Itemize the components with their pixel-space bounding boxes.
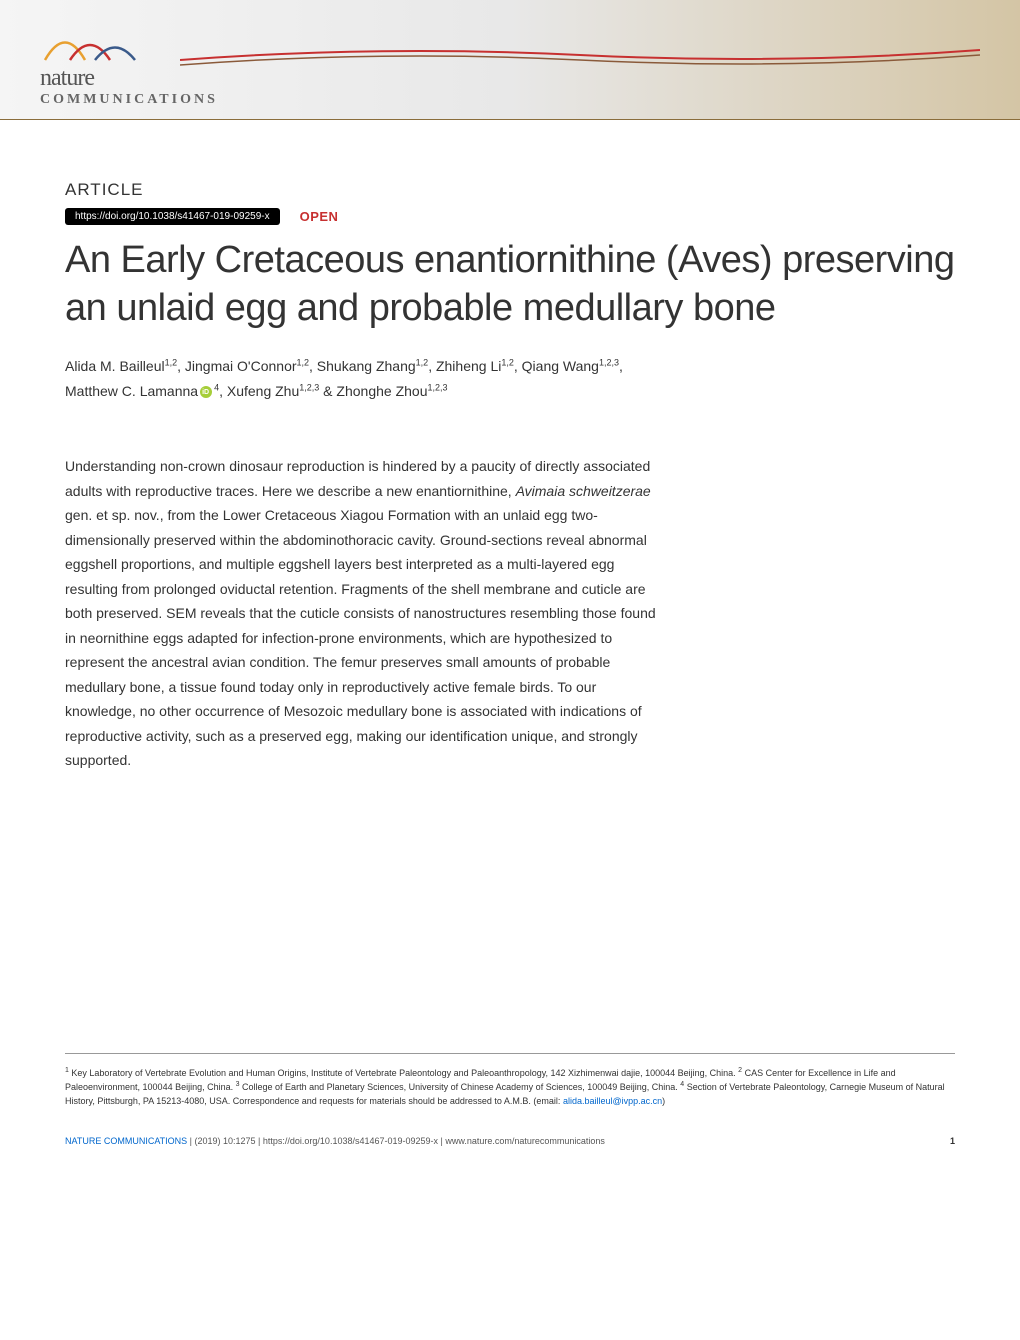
doi-row: https://doi.org/10.1038/s41467-019-09259… (65, 208, 955, 225)
page-footer: NATURE COMMUNICATIONS | (2019) 10:1275 |… (65, 1128, 955, 1146)
affiliation-text: ) (662, 1096, 665, 1106)
affiliations-divider (65, 1053, 955, 1054)
abstract: Understanding non-crown dinosaur reprodu… (65, 454, 665, 773)
journal-header-band: nature COMMUNICATIONS (0, 0, 1020, 120)
abstract-text: gen. et sp. nov., from the Lower Cretace… (65, 507, 656, 768)
authors-list: Alida M. Bailleul1,2, Jingmai O'Connor1,… (65, 354, 955, 404)
author-name: Matthew C. Lamanna (65, 383, 198, 399)
affiliation-text: Key Laboratory of Vertebrate Evolution a… (69, 1068, 738, 1078)
author-affiliation-sup: 1,2,3 (299, 383, 319, 393)
author-separator: , (619, 358, 623, 374)
author-affiliation-sup: 1,2 (297, 357, 310, 367)
abstract-species-name: Avimaia schweitzerae (516, 483, 651, 499)
correspondence-email-link[interactable]: alida.bailleul@ivpp.ac.cn (563, 1096, 662, 1106)
author-separator: , Xufeng Zhu (219, 383, 299, 399)
open-access-badge: OPEN (300, 209, 339, 224)
orcid-icon[interactable] (200, 386, 212, 398)
author-affiliation-sup: 1,2 (501, 357, 514, 367)
page-number: 1 (950, 1136, 955, 1146)
author-affiliation-sup: 1,2,3 (599, 357, 619, 367)
footer-citation-text: | (2019) 10:1275 | https://doi.org/10.10… (187, 1136, 605, 1146)
logo-communications-text: COMMUNICATIONS (40, 92, 218, 108)
footer-citation: NATURE COMMUNICATIONS | (2019) 10:1275 |… (65, 1136, 605, 1146)
author-affiliation-sup: 1,2,3 (427, 383, 447, 393)
author-name: Alida M. Bailleul (65, 358, 165, 374)
article-type-label: ARTICLE (65, 180, 955, 200)
footer-journal-name: NATURE COMMUNICATIONS (65, 1136, 187, 1146)
author-separator: & Zhonghe Zhou (319, 383, 427, 399)
logo-curves-icon (40, 20, 180, 70)
author-affiliation-sup: 1,2 (416, 357, 429, 367)
header-swoosh-icon (180, 40, 980, 80)
article-title: An Early Cretaceous enantiornithine (Ave… (65, 237, 955, 332)
author-separator: , Shukang Zhang (309, 358, 416, 374)
author-separator: , Jingmai O'Connor (177, 358, 296, 374)
affiliations: 1 Key Laboratory of Vertebrate Evolution… (65, 1066, 955, 1109)
doi-badge[interactable]: https://doi.org/10.1038/s41467-019-09259… (65, 208, 280, 225)
affiliation-text: College of Earth and Planetary Sciences,… (240, 1082, 681, 1092)
article-content: ARTICLE https://doi.org/10.1038/s41467-0… (0, 120, 1020, 1176)
author-separator: , Qiang Wang (514, 358, 599, 374)
author-separator: , Zhiheng Li (428, 358, 501, 374)
author-affiliation-sup: 1,2 (165, 357, 178, 367)
